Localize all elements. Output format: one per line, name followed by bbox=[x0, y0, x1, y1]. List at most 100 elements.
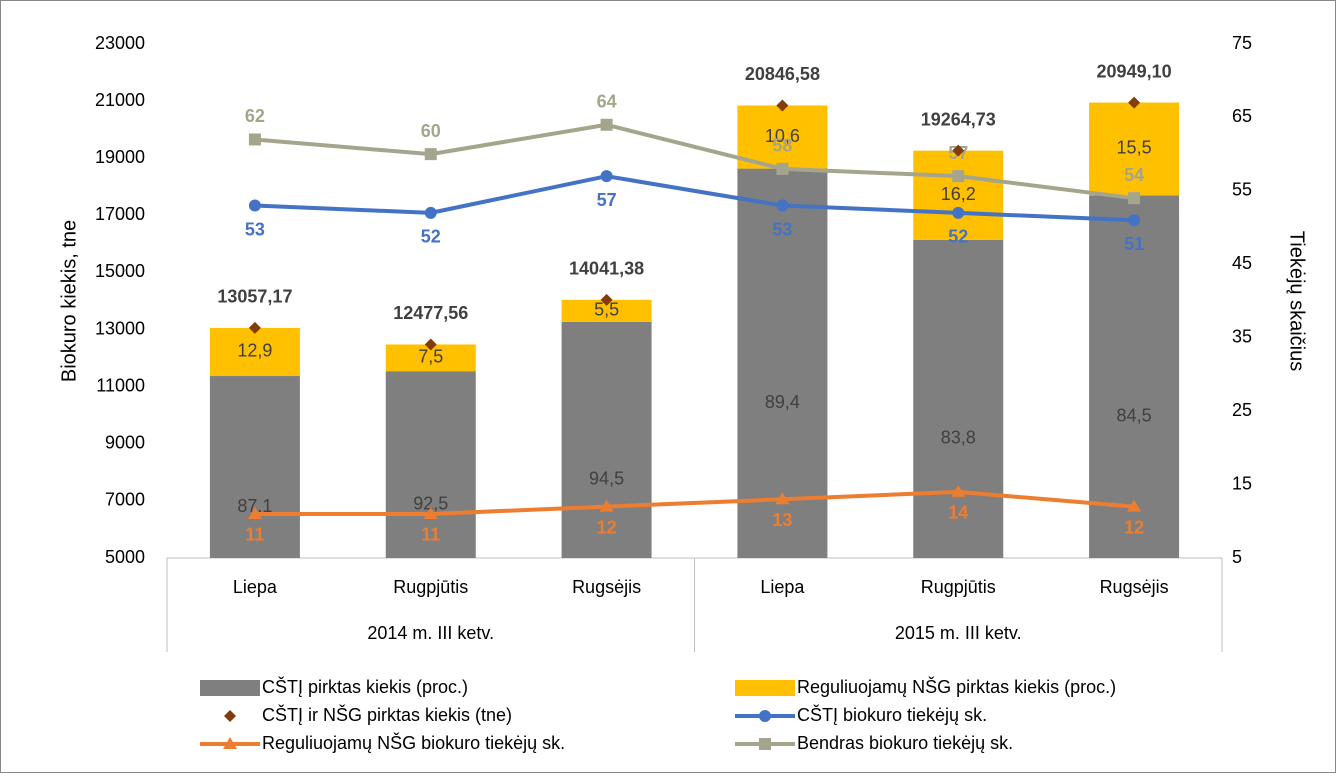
legend-label: Bendras biokuro tiekėjų sk. bbox=[797, 733, 1013, 753]
total-label: 20846,58 bbox=[745, 64, 820, 84]
point-label: 11 bbox=[245, 525, 264, 545]
legend-label: CŠTĮ ir NŠG pirktas kiekis (tne) bbox=[262, 704, 512, 725]
legend-label: Reguliuojamų NŠG biokuro tiekėjų sk. bbox=[262, 732, 565, 753]
marker bbox=[951, 484, 966, 497]
y-tick-label: 13000 bbox=[95, 318, 145, 338]
marker bbox=[775, 492, 790, 505]
bar-value-label: 92,5 bbox=[413, 493, 448, 513]
y-tick-label: 17000 bbox=[95, 204, 145, 224]
bar-value-label: 7,5 bbox=[418, 347, 443, 367]
y2-tick-label: 45 bbox=[1232, 253, 1252, 273]
x-tick-label: Rugpjūtis bbox=[921, 577, 996, 597]
y-tick-label: 11000 bbox=[96, 375, 145, 395]
marker bbox=[600, 170, 613, 183]
y-tick-label: 9000 bbox=[105, 433, 145, 453]
y2-tick-label: 35 bbox=[1232, 326, 1252, 346]
bar-value-label: 94,5 bbox=[589, 469, 624, 489]
marker bbox=[248, 199, 261, 212]
total-label: 12477,56 bbox=[393, 303, 468, 323]
legend-label: Reguliuojamų NŠG pirktas kiekis (proc.) bbox=[797, 676, 1116, 697]
point-label: 11 bbox=[421, 525, 440, 545]
legend-label: CŠTĮ biokuro tiekėjų sk. bbox=[797, 704, 987, 725]
marker bbox=[776, 99, 789, 112]
bar-segment bbox=[737, 105, 828, 169]
bar-segment bbox=[385, 371, 476, 558]
y-tick-label: 19000 bbox=[95, 147, 145, 167]
marker bbox=[248, 133, 261, 146]
point-label: 12 bbox=[597, 517, 617, 537]
bar-value-label: 87,1 bbox=[237, 496, 272, 516]
line bbox=[254, 174, 1135, 223]
point-label: 60 bbox=[421, 121, 441, 141]
marker bbox=[224, 710, 236, 722]
marker bbox=[952, 144, 965, 157]
total-label: 14041,38 bbox=[569, 259, 644, 279]
y2-tick-label: 5 bbox=[1232, 547, 1242, 567]
point-label: 13 bbox=[772, 510, 792, 530]
marker bbox=[1128, 192, 1141, 205]
marker bbox=[1127, 499, 1142, 512]
bar-segment bbox=[1089, 102, 1180, 196]
marker bbox=[424, 206, 437, 219]
point-label: 14 bbox=[948, 503, 968, 523]
bar-segment bbox=[209, 376, 300, 558]
marker bbox=[599, 499, 614, 512]
marker bbox=[600, 293, 613, 306]
bar-segment bbox=[913, 150, 1004, 240]
group-label: 2014 m. III ketv. bbox=[367, 623, 494, 643]
marker bbox=[952, 170, 965, 183]
line bbox=[254, 122, 1135, 201]
y2-tick-label: 15 bbox=[1232, 473, 1252, 493]
bar-value-label: 5,5 bbox=[594, 300, 619, 320]
total-label: 20949,10 bbox=[1097, 61, 1172, 81]
point-label: 57 bbox=[597, 190, 617, 210]
group-label: 2015 m. III ketv. bbox=[895, 623, 1022, 643]
marker bbox=[952, 206, 965, 219]
marker bbox=[423, 506, 438, 519]
point-label: 54 bbox=[1124, 165, 1144, 185]
x-tick-label: Rugsėjis bbox=[1100, 577, 1169, 597]
y2-axis-label: Tiekėjų skaičius bbox=[1286, 231, 1308, 371]
marker bbox=[600, 118, 613, 131]
bar-segment bbox=[561, 299, 652, 322]
bar-segment bbox=[561, 321, 652, 558]
line bbox=[254, 489, 1135, 516]
bar-value-label: 12,9 bbox=[237, 341, 272, 361]
total-label: 19264,73 bbox=[921, 109, 996, 129]
marker bbox=[1128, 214, 1141, 227]
total-label: 13057,17 bbox=[217, 287, 292, 307]
marker bbox=[248, 321, 261, 334]
marker bbox=[424, 148, 437, 161]
marker bbox=[759, 738, 771, 750]
point-label: 58 bbox=[772, 136, 792, 156]
bar-segment bbox=[1089, 195, 1180, 558]
marker bbox=[759, 710, 771, 722]
point-label: 52 bbox=[948, 227, 968, 247]
marker bbox=[1128, 96, 1141, 109]
plot-area bbox=[209, 102, 1180, 558]
point-label: 12 bbox=[1124, 517, 1144, 537]
marker bbox=[424, 338, 437, 351]
bar-value-label: 83,8 bbox=[941, 428, 976, 448]
y2-tick-label: 25 bbox=[1232, 400, 1252, 420]
legend-swatch bbox=[735, 680, 795, 696]
bar-segment bbox=[209, 327, 300, 377]
y-axis-label: Biokuro kiekis, tne bbox=[58, 220, 80, 382]
point-label: 62 bbox=[245, 106, 265, 126]
bar-value-label: 16,2 bbox=[941, 184, 976, 204]
x-tick-label: Rugsėjis bbox=[572, 577, 641, 597]
y2-tick-label: 55 bbox=[1232, 180, 1252, 200]
point-label: 52 bbox=[421, 227, 441, 247]
bar-value-label: 89,4 bbox=[765, 392, 800, 412]
bar-value-label: 10,6 bbox=[765, 126, 800, 146]
y-tick-label: 7000 bbox=[105, 490, 145, 510]
x-tick-label: Rugpjūtis bbox=[393, 577, 468, 597]
y-tick-label: 15000 bbox=[95, 261, 145, 281]
marker bbox=[776, 162, 789, 175]
marker bbox=[247, 506, 262, 519]
y-tick-label: 5000 bbox=[105, 547, 145, 567]
point-label: 51 bbox=[1124, 234, 1144, 254]
point-label: 53 bbox=[772, 219, 792, 239]
legend-swatch bbox=[200, 680, 260, 696]
